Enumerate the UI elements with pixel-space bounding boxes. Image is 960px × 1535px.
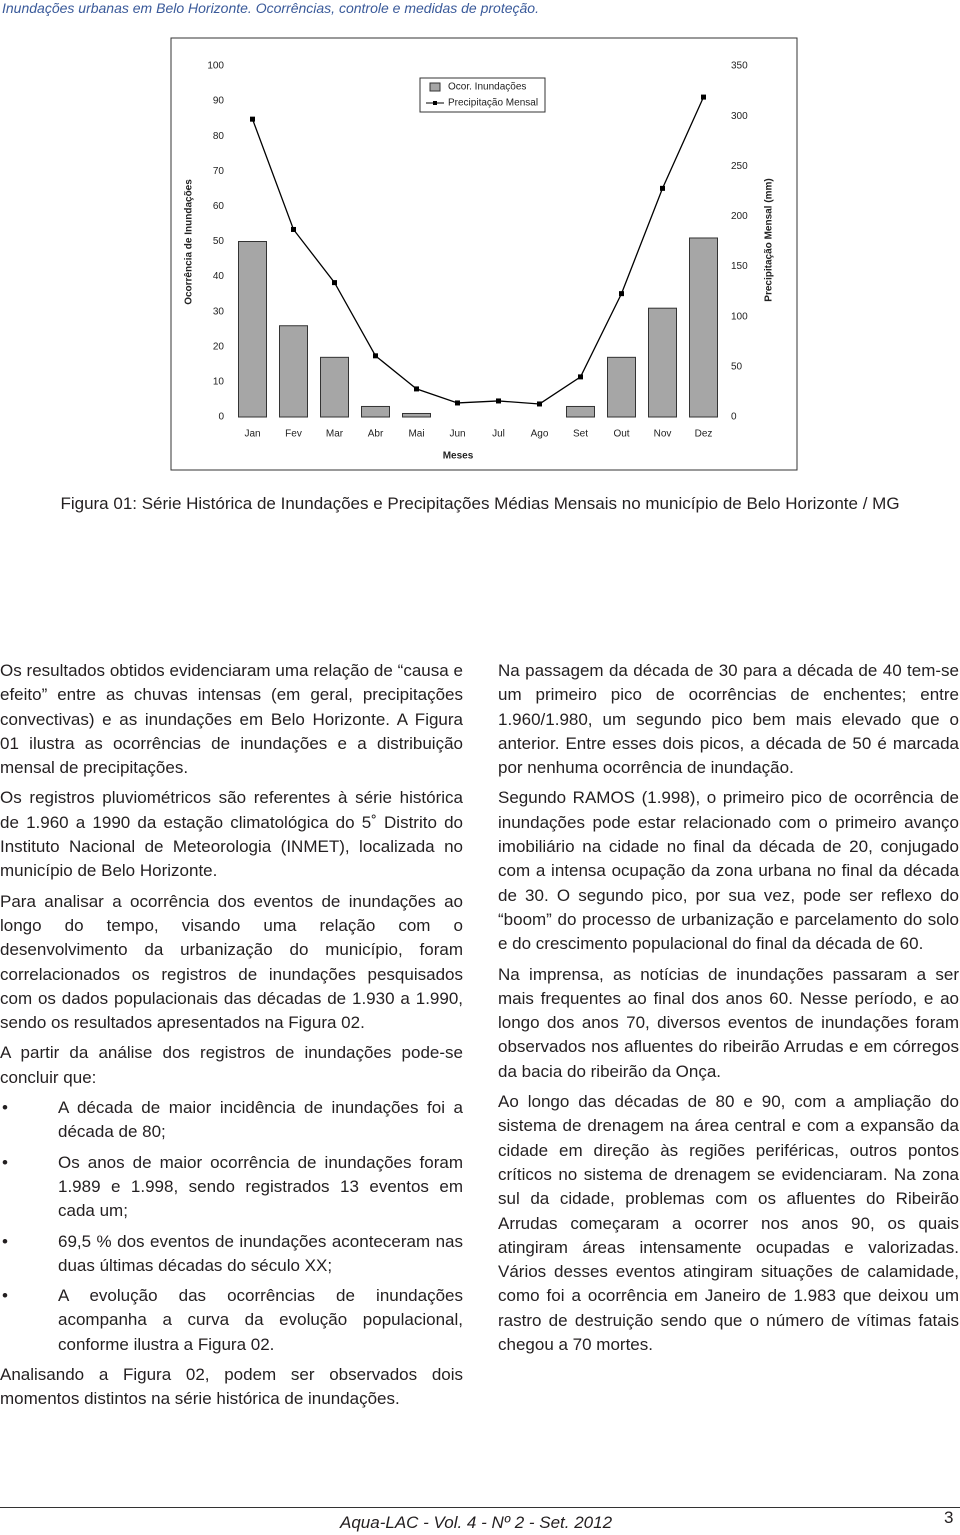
y2-axis-label: Precipitação Mensal (mm) — [764, 178, 775, 301]
bar — [320, 356, 349, 418]
y-tick-label: 50 — [213, 236, 225, 247]
bar — [361, 405, 390, 418]
paragraph: Os resultados obtidos evidenciaram uma r… — [0, 661, 463, 778]
x-tick-label: Set — [573, 429, 588, 440]
legend-box — [419, 77, 546, 113]
journal-footer: Aqua-LAC - Vol. 4 - Nº 2 - Set. 2012 — [340, 1513, 613, 1532]
line-marker — [701, 94, 706, 100]
y-tick-label: 10 — [213, 377, 225, 388]
page-number: 3 — [944, 1508, 954, 1527]
line-marker — [250, 116, 255, 122]
bullet-item: A evolução das ocorrências de inundações… — [0, 1284, 463, 1357]
bullet-item: 69,5 % dos eventos de inundações acontec… — [0, 1230, 463, 1279]
x-tick-label: Out — [613, 429, 629, 440]
paragraph: Na passagem da década de 30 para a décad… — [498, 661, 959, 778]
y-tick-label: 100 — [207, 61, 224, 72]
x-tick-label: Jul — [492, 429, 505, 440]
paragraph: A partir da análise dos registros de inu… — [0, 1043, 463, 1087]
line-marker — [578, 374, 583, 380]
bullet-item: A década de maior incidência de inundaçõ… — [0, 1096, 463, 1145]
legend-label: Ocor. Inundações — [448, 82, 526, 93]
y-tick-label: 80 — [213, 131, 225, 142]
y-tick-label: 40 — [213, 271, 225, 282]
paragraph: Os registros pluviométricos são referent… — [0, 788, 463, 881]
y2-tick-label: 200 — [731, 211, 748, 222]
line-marker — [414, 386, 419, 392]
legend-swatch — [429, 82, 441, 92]
bar — [689, 237, 718, 418]
y-axis-label: Ocorrência de Inundações — [184, 179, 195, 305]
y2-tick-label: 50 — [731, 361, 743, 372]
line-marker — [373, 353, 378, 359]
y2-tick-label: 150 — [731, 261, 748, 272]
x-tick-label: Mar — [326, 429, 344, 440]
legend-label: Precipitação Mensal — [448, 98, 538, 109]
bar — [566, 405, 595, 418]
chart: 0 10 20 30 40 50 60 70 80 90 100 0 50 100 150 200 250 300… — [170, 37, 798, 471]
x-tick-label: Jan — [244, 429, 260, 440]
y-tick-label: 0 — [218, 412, 224, 423]
footer-rule — [0, 1507, 960, 1508]
x-tick-label: Dez — [695, 429, 713, 440]
x-tick-label: Jun — [449, 429, 465, 440]
line-marker — [619, 291, 624, 297]
bar — [402, 412, 431, 418]
bullet-list: A década de maior incidência de inundaçõ… — [0, 1096, 463, 1357]
paragraph: Segundo RAMOS (1.998), o primeiro pico d… — [498, 788, 959, 954]
bar — [648, 307, 677, 418]
paragraph: Na imprensa, as notícias de inundações p… — [498, 964, 959, 1081]
right-column: Na passagem da década de 30 para a décad… — [498, 659, 959, 1363]
line-marker — [291, 226, 296, 232]
bar — [279, 325, 308, 418]
bar — [607, 356, 636, 418]
paragraph: Ao longo das décadas de 80 e 90, com a a… — [498, 1092, 959, 1355]
x-axis-label: Meses — [443, 451, 474, 462]
paragraph: Para analisar a ocorrência dos eventos d… — [0, 891, 463, 1033]
y2-tick-label: 0 — [731, 412, 737, 423]
y2-tick-label: 300 — [731, 111, 748, 122]
running-title: Inundações urbanas em Belo Horizonte. Oc… — [2, 0, 539, 16]
legend-swatch — [433, 101, 437, 105]
y-tick-label: 30 — [213, 306, 225, 317]
y2-tick-label: 250 — [731, 161, 748, 172]
x-tick-label: Fev — [285, 429, 302, 440]
line-marker — [537, 401, 542, 407]
line-marker — [455, 400, 460, 406]
paragraph: Analisando a Figura 02, podem ser observ… — [0, 1365, 463, 1409]
left-column: Os resultados obtidos evidenciaram uma r… — [0, 659, 463, 1418]
x-tick-label: Nov — [654, 429, 672, 440]
y-tick-label: 70 — [213, 166, 225, 177]
y2-tick-label: 100 — [731, 311, 748, 322]
line-marker — [660, 185, 665, 191]
y-tick-label: 90 — [213, 96, 225, 107]
bullet-item: Os anos de maior ocorrência de inundaçõe… — [0, 1151, 463, 1224]
x-tick-label: Ago — [531, 429, 549, 440]
bar — [238, 241, 267, 418]
line-marker — [332, 280, 337, 286]
figure-caption: Figura 01: Série Histórica de Inundações… — [60, 494, 900, 513]
line — [251, 96, 705, 405]
x-tick-label: Mai — [408, 429, 424, 440]
line-marker — [496, 398, 501, 404]
x-tick-label: Abr — [368, 429, 384, 440]
y-tick-label: 20 — [213, 341, 225, 352]
y-tick-label: 60 — [213, 201, 225, 212]
y2-tick-label: 350 — [731, 61, 748, 72]
